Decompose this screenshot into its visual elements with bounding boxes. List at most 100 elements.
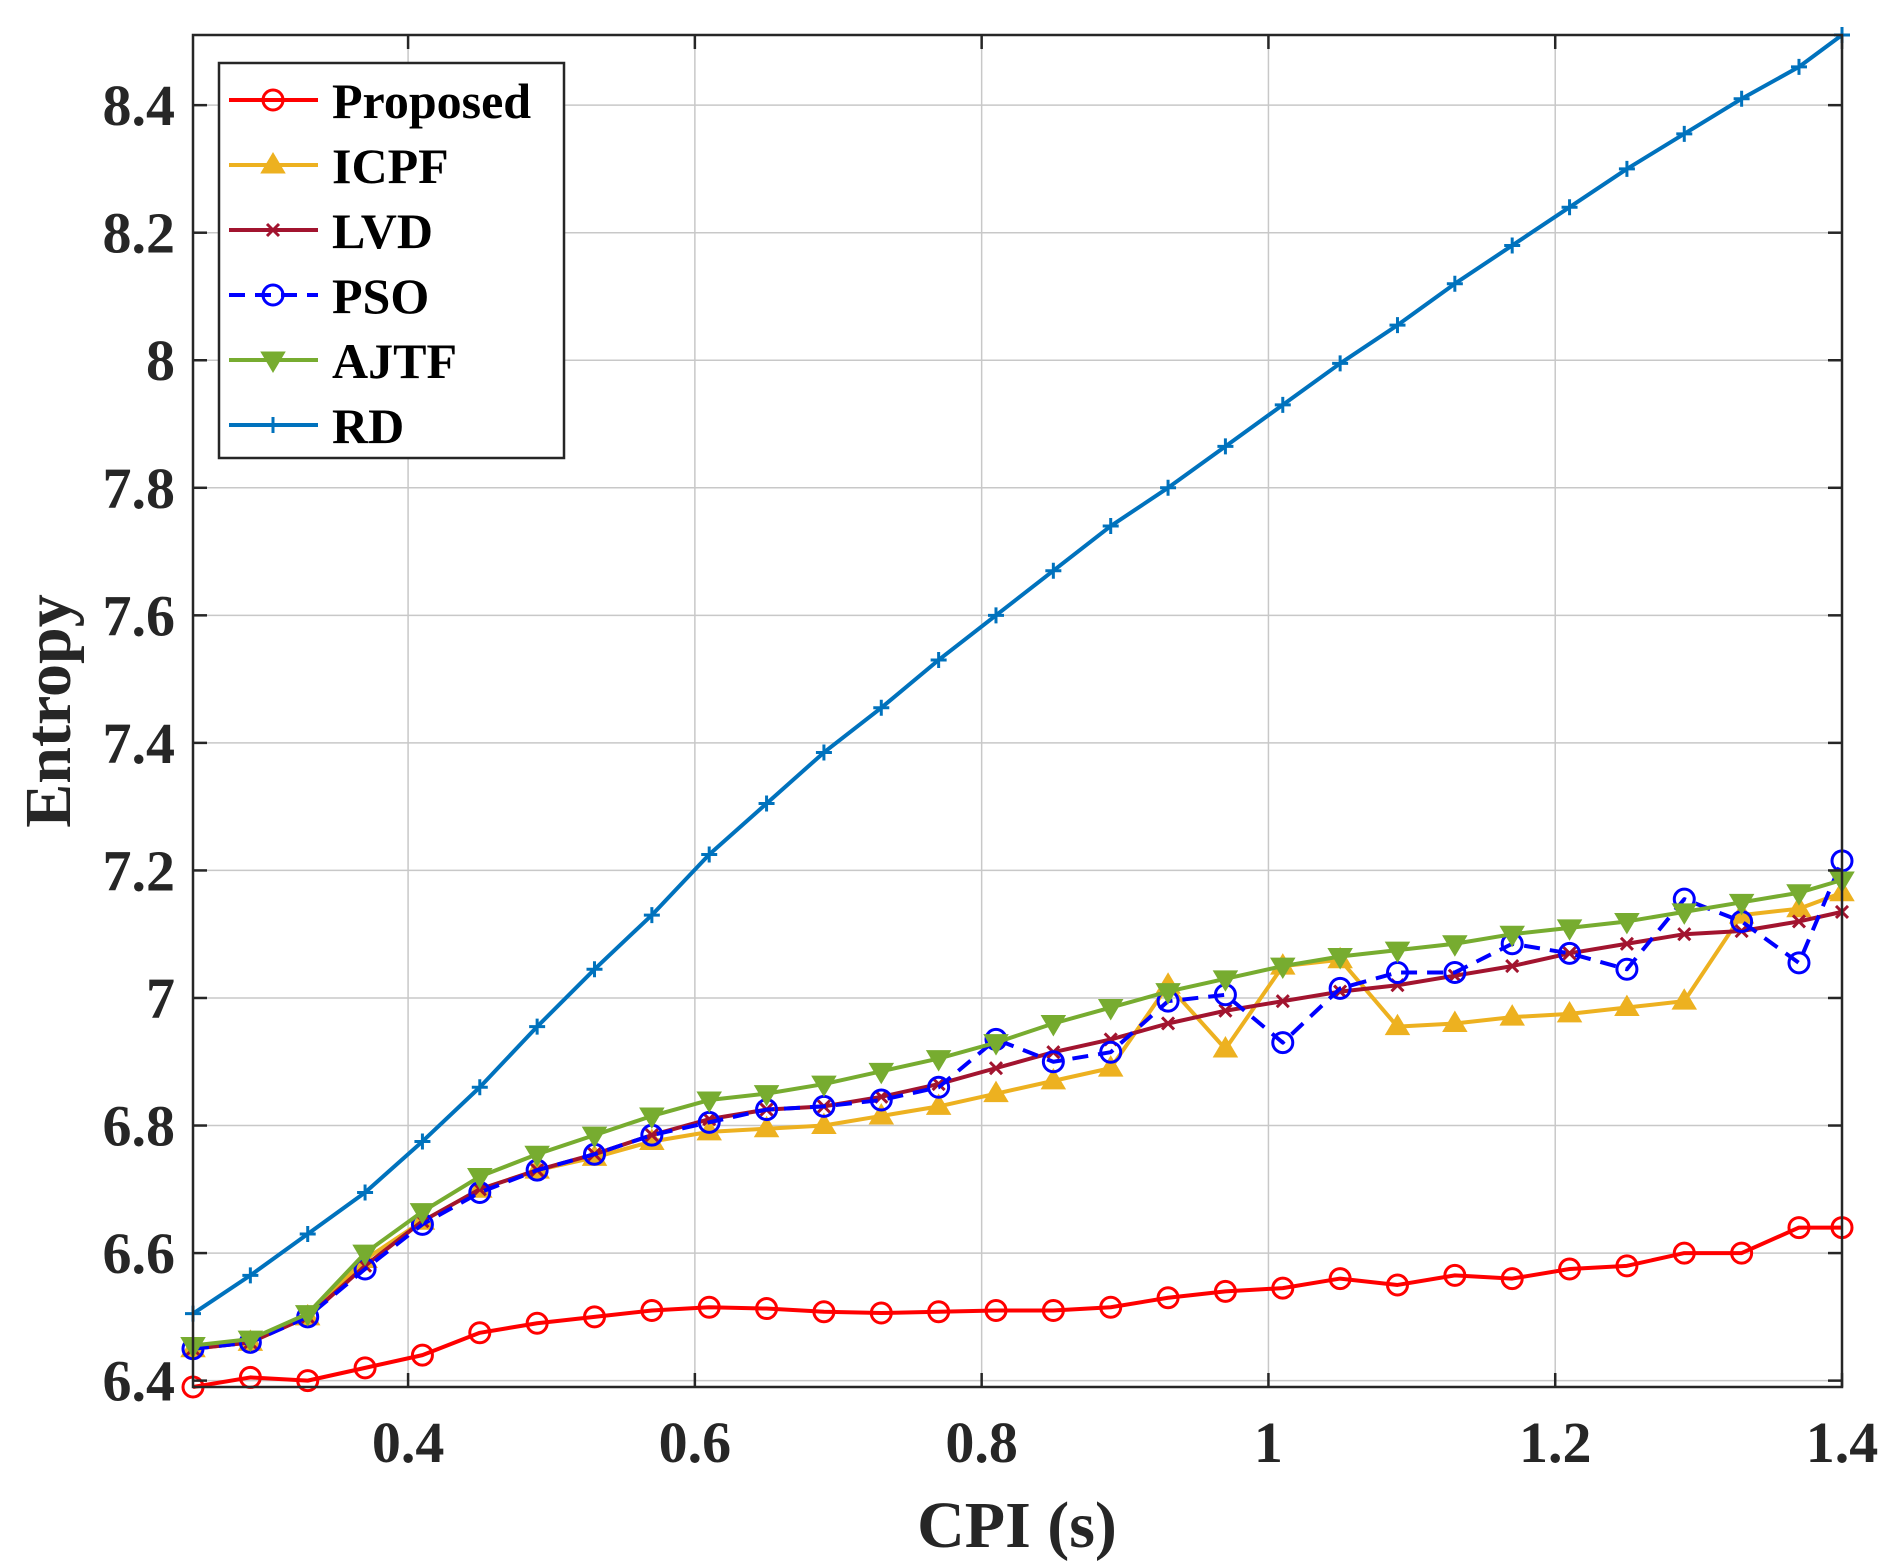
legend-label-rd: RD <box>332 398 404 454</box>
data-point-lvd <box>1562 946 1577 961</box>
data-point-proposed <box>353 1356 377 1380</box>
y-tick-label: 7 <box>146 966 175 1031</box>
data-point-ajtf <box>925 1050 952 1072</box>
data-point-ajtf <box>1097 999 1124 1021</box>
legend-item-icpf: ICPF <box>229 138 449 194</box>
data-point-proposed <box>869 1301 893 1325</box>
series-line-ajtf <box>192 878 1843 1348</box>
legend-item-lvd: LVD <box>229 203 433 259</box>
data-point-lvd <box>931 1077 946 1092</box>
data-point-ajtf <box>1155 983 1181 1005</box>
data-point-ajtf <box>1040 1014 1067 1037</box>
legend-item-pso: PSO <box>229 268 429 324</box>
data-point-ajtf <box>409 1203 436 1225</box>
data-point-rd <box>1504 237 1521 254</box>
data-point-pso <box>1443 960 1467 984</box>
data-point-proposed <box>812 1300 836 1324</box>
data-point-rd <box>299 1225 316 1242</box>
data-point-proposed <box>697 1295 721 1319</box>
legend-box <box>217 61 566 460</box>
data-point-proposed <box>468 1321 492 1345</box>
data-point-rd <box>1332 355 1349 372</box>
y-tick-label: 7.6 <box>103 583 176 648</box>
data-point-rd <box>529 1018 546 1035</box>
x-tick-label: 0.6 <box>659 1410 732 1475</box>
data-point-ajtf <box>581 1126 608 1149</box>
data-point-rd <box>987 607 1004 624</box>
y-tick-label: 7.4 <box>103 711 176 776</box>
data-point-proposed <box>1156 1286 1180 1310</box>
data-point-rd <box>1618 160 1635 177</box>
legend-label-icpf: ICPF <box>332 138 449 194</box>
data-point-ajtf <box>753 1085 780 1107</box>
data-point-rd <box>1102 518 1119 535</box>
data-point-proposed <box>1099 1295 1123 1319</box>
data-point-ajtf <box>983 1034 1009 1056</box>
data-point-rd <box>1733 90 1750 107</box>
y-tick-label: 8 <box>146 328 175 393</box>
data-point-rd <box>586 961 603 978</box>
data-point-ajtf <box>1384 941 1411 964</box>
data-point-lvd <box>1677 927 1692 942</box>
legend-label-lvd: LVD <box>332 203 433 259</box>
data-point-proposed <box>1787 1216 1811 1240</box>
data-point-proposed <box>410 1343 434 1367</box>
data-point-pso <box>1328 976 1352 1000</box>
data-point-pso <box>869 1088 893 1112</box>
data-point-rd <box>873 699 890 716</box>
data-point-ajtf <box>1556 919 1583 941</box>
data-point-rd <box>1217 438 1234 455</box>
plot-frame <box>191 33 1844 1389</box>
x-tick-label: 1.4 <box>1806 1410 1879 1475</box>
data-point-rd <box>1561 199 1578 216</box>
legend-label-proposed: Proposed <box>332 73 531 129</box>
data-point-ajtf <box>811 1075 837 1098</box>
data-point-proposed <box>1615 1254 1639 1278</box>
data-point-proposed <box>1443 1263 1467 1287</box>
data-point-ajtf <box>237 1330 264 1353</box>
legend-marker-proposed <box>261 88 285 112</box>
data-point-ajtf <box>1442 935 1468 957</box>
data-point-rd <box>1274 396 1291 413</box>
legend-marker-icpf <box>260 152 286 174</box>
data-point-rd <box>242 1267 259 1284</box>
legend-marker-rd <box>265 417 281 433</box>
data-point-ajtf <box>524 1145 550 1168</box>
data-point-ajtf <box>1327 948 1353 970</box>
data-point-icpf <box>1556 1000 1583 1023</box>
y-tick-label: 7.8 <box>103 456 176 521</box>
data-point-lvd <box>1275 994 1290 1009</box>
data-point-proposed <box>1213 1279 1237 1303</box>
series-line-rd <box>191 33 1844 1316</box>
data-point-proposed <box>582 1305 606 1329</box>
data-point-rd <box>1389 317 1406 334</box>
x-tick-label: 1 <box>1254 1410 1283 1475</box>
data-point-proposed <box>1328 1267 1352 1291</box>
data-point-proposed <box>1730 1241 1754 1265</box>
data-point-rd <box>1790 58 1807 75</box>
data-point-proposed <box>1558 1257 1582 1281</box>
x-tick-label: 0.4 <box>372 1410 445 1475</box>
legend-marker-ajtf <box>260 351 286 373</box>
data-point-rd <box>815 744 832 761</box>
data-point-ajtf <box>639 1107 665 1129</box>
data-point-lvd <box>1160 1016 1176 1031</box>
data-point-icpf <box>1384 1013 1411 1036</box>
data-point-rd <box>414 1133 431 1150</box>
data-point-icpf <box>983 1080 1009 1103</box>
legend-marker-pso <box>261 283 285 307</box>
data-point-icpf <box>1614 994 1640 1017</box>
data-point-pso <box>927 1075 951 1099</box>
data-point-lvd <box>1333 984 1348 999</box>
data-point-lvd <box>1619 936 1634 951</box>
data-point-icpf <box>1671 988 1698 1010</box>
legend-label-ajtf: AJTF <box>332 333 457 389</box>
data-point-rd <box>1676 125 1693 142</box>
data-point-pso <box>1271 1031 1295 1055</box>
x-tick-label: 0.8 <box>945 1410 1018 1475</box>
data-point-proposed <box>1672 1241 1696 1265</box>
y-tick-label: 6.6 <box>103 1221 176 1286</box>
data-point-ajtf <box>1786 884 1812 906</box>
legend-item-ajtf: AJTF <box>229 333 457 389</box>
